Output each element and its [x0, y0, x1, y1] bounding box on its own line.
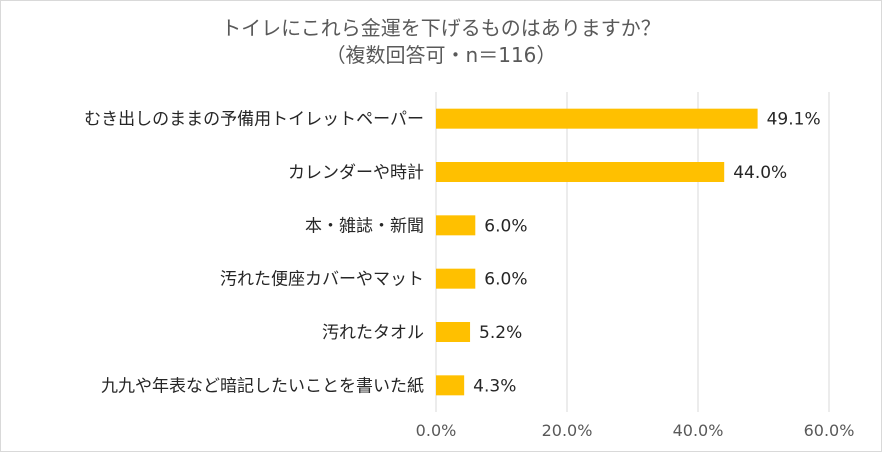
data-label: 4.3% — [473, 376, 516, 396]
bar — [436, 322, 471, 342]
bar — [436, 215, 476, 236]
data-label: 6.0% — [484, 270, 527, 290]
data-label: 6.0% — [484, 216, 527, 236]
data-label: 44.0% — [733, 163, 787, 183]
data-label: 5.2% — [479, 323, 522, 343]
x-tick-label: 40.0% — [673, 421, 724, 440]
category-label: カレンダーや時計 — [288, 163, 424, 183]
bar — [436, 162, 725, 182]
category-label: 汚れた便座カバーやマット — [220, 270, 424, 290]
x-tick-label: 0.0% — [416, 421, 457, 440]
chart-title: トイレにこれら金運を下げるものはありますか？ （複数回答可・n＝116） — [1, 15, 881, 69]
bar — [436, 375, 465, 396]
x-tick-label: 60.0% — [804, 421, 855, 440]
category-label: 九九や年表など暗記したいことを書いた紙 — [101, 376, 424, 396]
bar — [436, 268, 476, 289]
chart-title-line: トイレにこれら金運を下げるものはありますか？ — [221, 16, 661, 40]
category-label: 本・雑誌・新聞 — [305, 216, 424, 236]
category-label: むき出しのままの予備用トイレットペーパー — [84, 110, 424, 130]
x-tick-label: 20.0% — [542, 421, 593, 440]
chart-subtitle: （複数回答可・n＝116） — [325, 43, 557, 67]
data-label: 49.1% — [767, 110, 821, 130]
bar — [436, 108, 758, 129]
category-label: 汚れたタオル — [322, 323, 424, 343]
